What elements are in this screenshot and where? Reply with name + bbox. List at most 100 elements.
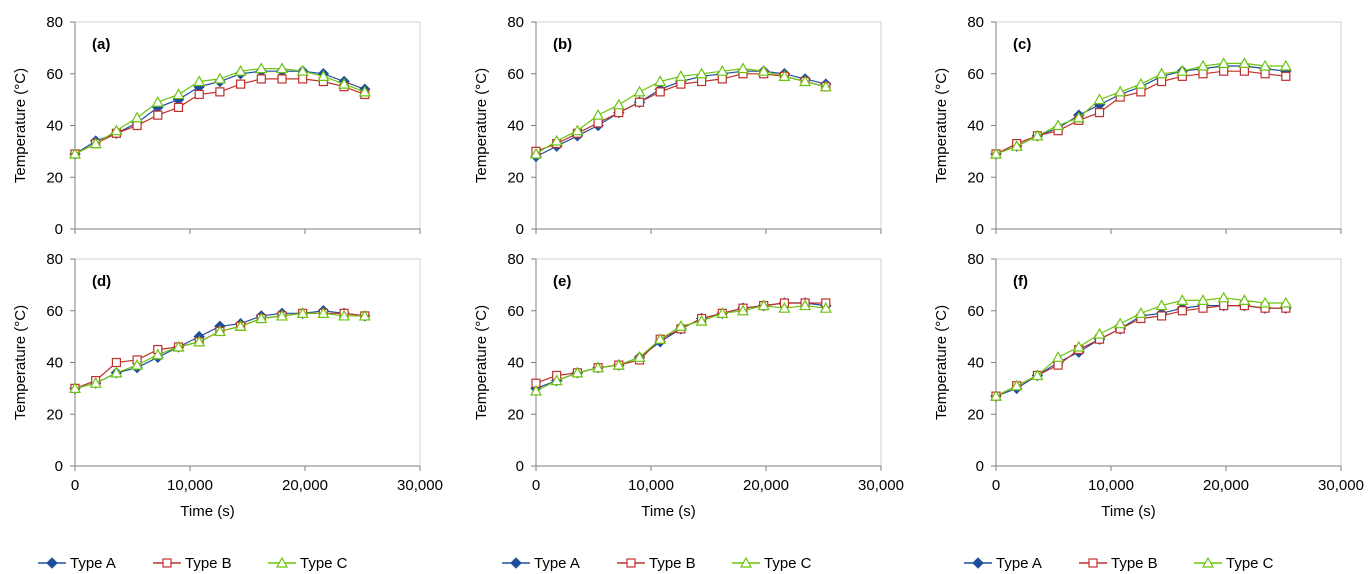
chart-panel-f: 0 20 40 60 80 0 10,000 20,000 30,000 Temperature … (933, 251, 1364, 520)
series-line-type-c (535, 304, 826, 392)
data-point-type-c (1134, 307, 1147, 318)
legend-marker-diamond-icon (46, 557, 58, 569)
y-tick-label: 20 (46, 406, 63, 423)
data-point-type-b (1156, 311, 1167, 321)
data-point-type-c (1259, 296, 1272, 308)
legend-label: Type B (1111, 555, 1158, 572)
x-tick-label: 10,000 (1088, 477, 1134, 494)
x-tick-label: 0 (992, 477, 1000, 494)
y-tick-label: 60 (507, 66, 524, 83)
legend-label: Type A (534, 555, 580, 572)
data-point-type-b (1136, 87, 1146, 97)
data-point-type-c (131, 111, 144, 123)
y-axis-label: Temperature (°C) (12, 305, 29, 420)
data-point-type-c (592, 361, 605, 373)
data-point-type-c (799, 299, 812, 311)
data-point-type-c (275, 62, 289, 74)
data-point-type-c (1072, 111, 1085, 123)
data-point-type-c (529, 384, 543, 396)
data-point-type-c (110, 366, 123, 378)
data-point-type-c (757, 299, 770, 311)
data-point-type-b (696, 76, 707, 87)
x-tick-label: 20,000 (1203, 477, 1249, 494)
data-point-type-c (1093, 93, 1106, 105)
data-point-type-c (193, 75, 206, 87)
data-point-type-c (338, 77, 351, 89)
legend-marker-triangle-icon (1201, 556, 1215, 568)
y-tick-label: 60 (46, 66, 63, 83)
x-tick-label: 20,000 (282, 477, 328, 494)
legend-label: Type C (1226, 555, 1274, 572)
plot-area (74, 258, 421, 467)
data-point-type-c (296, 307, 309, 318)
y-tick-label: 40 (46, 118, 63, 135)
data-point-type-c (1238, 294, 1251, 305)
data-point-type-b (676, 79, 686, 89)
data-point-type-c (1093, 327, 1106, 339)
data-point-type-b (298, 74, 308, 84)
data-point-type-c (1238, 57, 1251, 69)
data-point-type-c (89, 376, 102, 388)
x-tick-label: 0 (532, 477, 540, 494)
chart-panel-e: 0 20 40 60 80 0 10,000 20,000 30,000 Temperature … (473, 251, 904, 520)
legend-marker-square-icon (1088, 558, 1098, 568)
data-point-type-b (256, 74, 266, 84)
y-tick-label: 20 (507, 406, 524, 423)
data-point-type-b (1198, 69, 1208, 79)
y-tick-label: 20 (967, 406, 984, 423)
y-tick-label: 40 (46, 355, 63, 372)
data-point-type-c (571, 124, 584, 136)
panel-label: (f) (1013, 273, 1028, 290)
x-tick-label: 30,000 (858, 477, 904, 494)
data-point-type-c (989, 389, 1003, 401)
data-point-type-c (151, 348, 164, 360)
y-tick-label: 60 (507, 303, 524, 320)
data-point-type-c (695, 314, 708, 326)
legend-label: Type A (996, 555, 1042, 572)
y-tick-label: 80 (507, 251, 524, 268)
panel-label: (c) (1013, 36, 1031, 53)
data-point-type-c (275, 309, 289, 321)
data-point-type-c (571, 366, 584, 378)
legend-label: Type C (764, 555, 812, 572)
data-point-type-c (317, 307, 330, 318)
data-point-type-c (255, 62, 268, 74)
y-tick-label: 20 (507, 169, 524, 186)
y-tick-label: 80 (46, 14, 63, 31)
data-point-type-b (277, 74, 287, 84)
panel-label: (b) (553, 36, 572, 53)
data-point-type-c (633, 351, 646, 362)
data-point-type-c (1072, 340, 1085, 352)
legend-marker-square-icon (162, 558, 172, 568)
panel-label: (e) (553, 273, 571, 290)
data-point-type-c (1279, 59, 1292, 71)
data-point-type-c (612, 98, 625, 110)
plot-area (995, 21, 1342, 230)
data-point-type-c (592, 108, 605, 120)
data-point-type-b (1156, 76, 1167, 87)
y-tick-label: 40 (967, 355, 984, 372)
data-point-type-c (633, 85, 646, 97)
data-point-type-c (317, 70, 330, 81)
legend-label: Type B (185, 555, 232, 572)
x-tick-label: 0 (71, 477, 79, 494)
plot-area (74, 21, 421, 230)
legend-marker-triangle-icon (739, 556, 753, 568)
data-point-type-c (612, 358, 625, 370)
data-point-type-c (736, 62, 750, 74)
y-axis-label: Temperature (°C) (473, 68, 490, 183)
data-point-type-c (778, 70, 791, 81)
y-axis-label: Temperature (°C) (933, 68, 950, 183)
data-point-type-c (529, 147, 543, 159)
data-point-type-c (716, 64, 729, 76)
data-point-type-c (68, 147, 82, 159)
data-point-type-c (193, 335, 206, 347)
data-point-type-c (989, 147, 1003, 159)
data-point-type-b (1260, 69, 1270, 79)
legend: Type A Type B Type C (38, 555, 348, 572)
y-tick-label: 60 (967, 66, 984, 83)
data-point-type-b (717, 74, 727, 84)
chart-panel-b: 0 20 40 60 80 Temperature (°C) (b) (473, 14, 882, 238)
legend-marker-square-icon (626, 558, 636, 568)
data-point-type-c (1052, 351, 1065, 362)
